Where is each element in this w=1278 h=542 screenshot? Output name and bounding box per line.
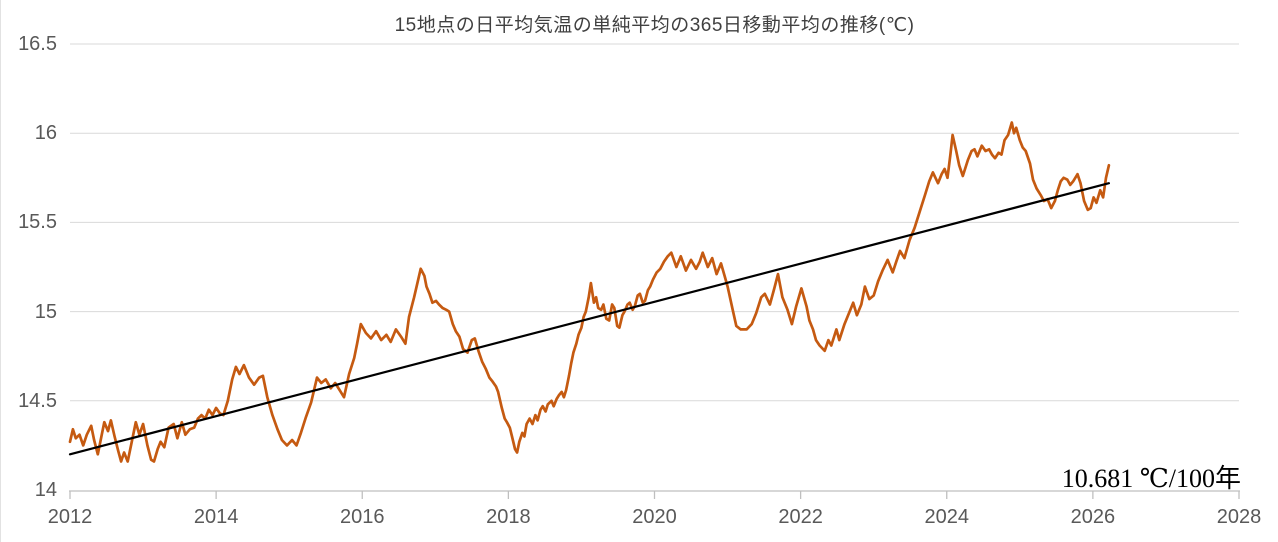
x-axis-tick-label: 2028: [1216, 506, 1262, 528]
x-axis-tick-label: 2018: [486, 506, 531, 528]
x-axis-tick-label: 2022: [778, 506, 823, 528]
x-axis-tick-label: 2026: [1070, 506, 1116, 528]
y-axis-tick-label: 15: [34, 300, 57, 323]
trend-rate-annotation: 10.681 ℃/100年: [1061, 464, 1241, 493]
y-axis-tick-label: 16.5: [18, 33, 57, 55]
y-axis-tick-label: 14: [34, 479, 57, 501]
x-axis-tick-label: 2012: [47, 506, 93, 528]
trend-line: [68, 182, 1111, 456]
x-axis-tick-label: 2024: [924, 506, 970, 528]
y-axis-tick-label: 15.5: [18, 211, 57, 234]
x-axis-tick-label: 2016: [340, 506, 385, 528]
x-axis-tick-label: 2014: [193, 506, 239, 528]
chart-title: 15地点の日平均気温の単純平均の365日移動平均の推移(℃): [394, 15, 915, 36]
y-axis-tick-label: 16: [34, 122, 57, 145]
y-axis-tick-label: 14.5: [18, 389, 57, 412]
temperature-series-line: [68, 121, 1111, 463]
x-axis-tick-label: 2020: [632, 506, 677, 528]
